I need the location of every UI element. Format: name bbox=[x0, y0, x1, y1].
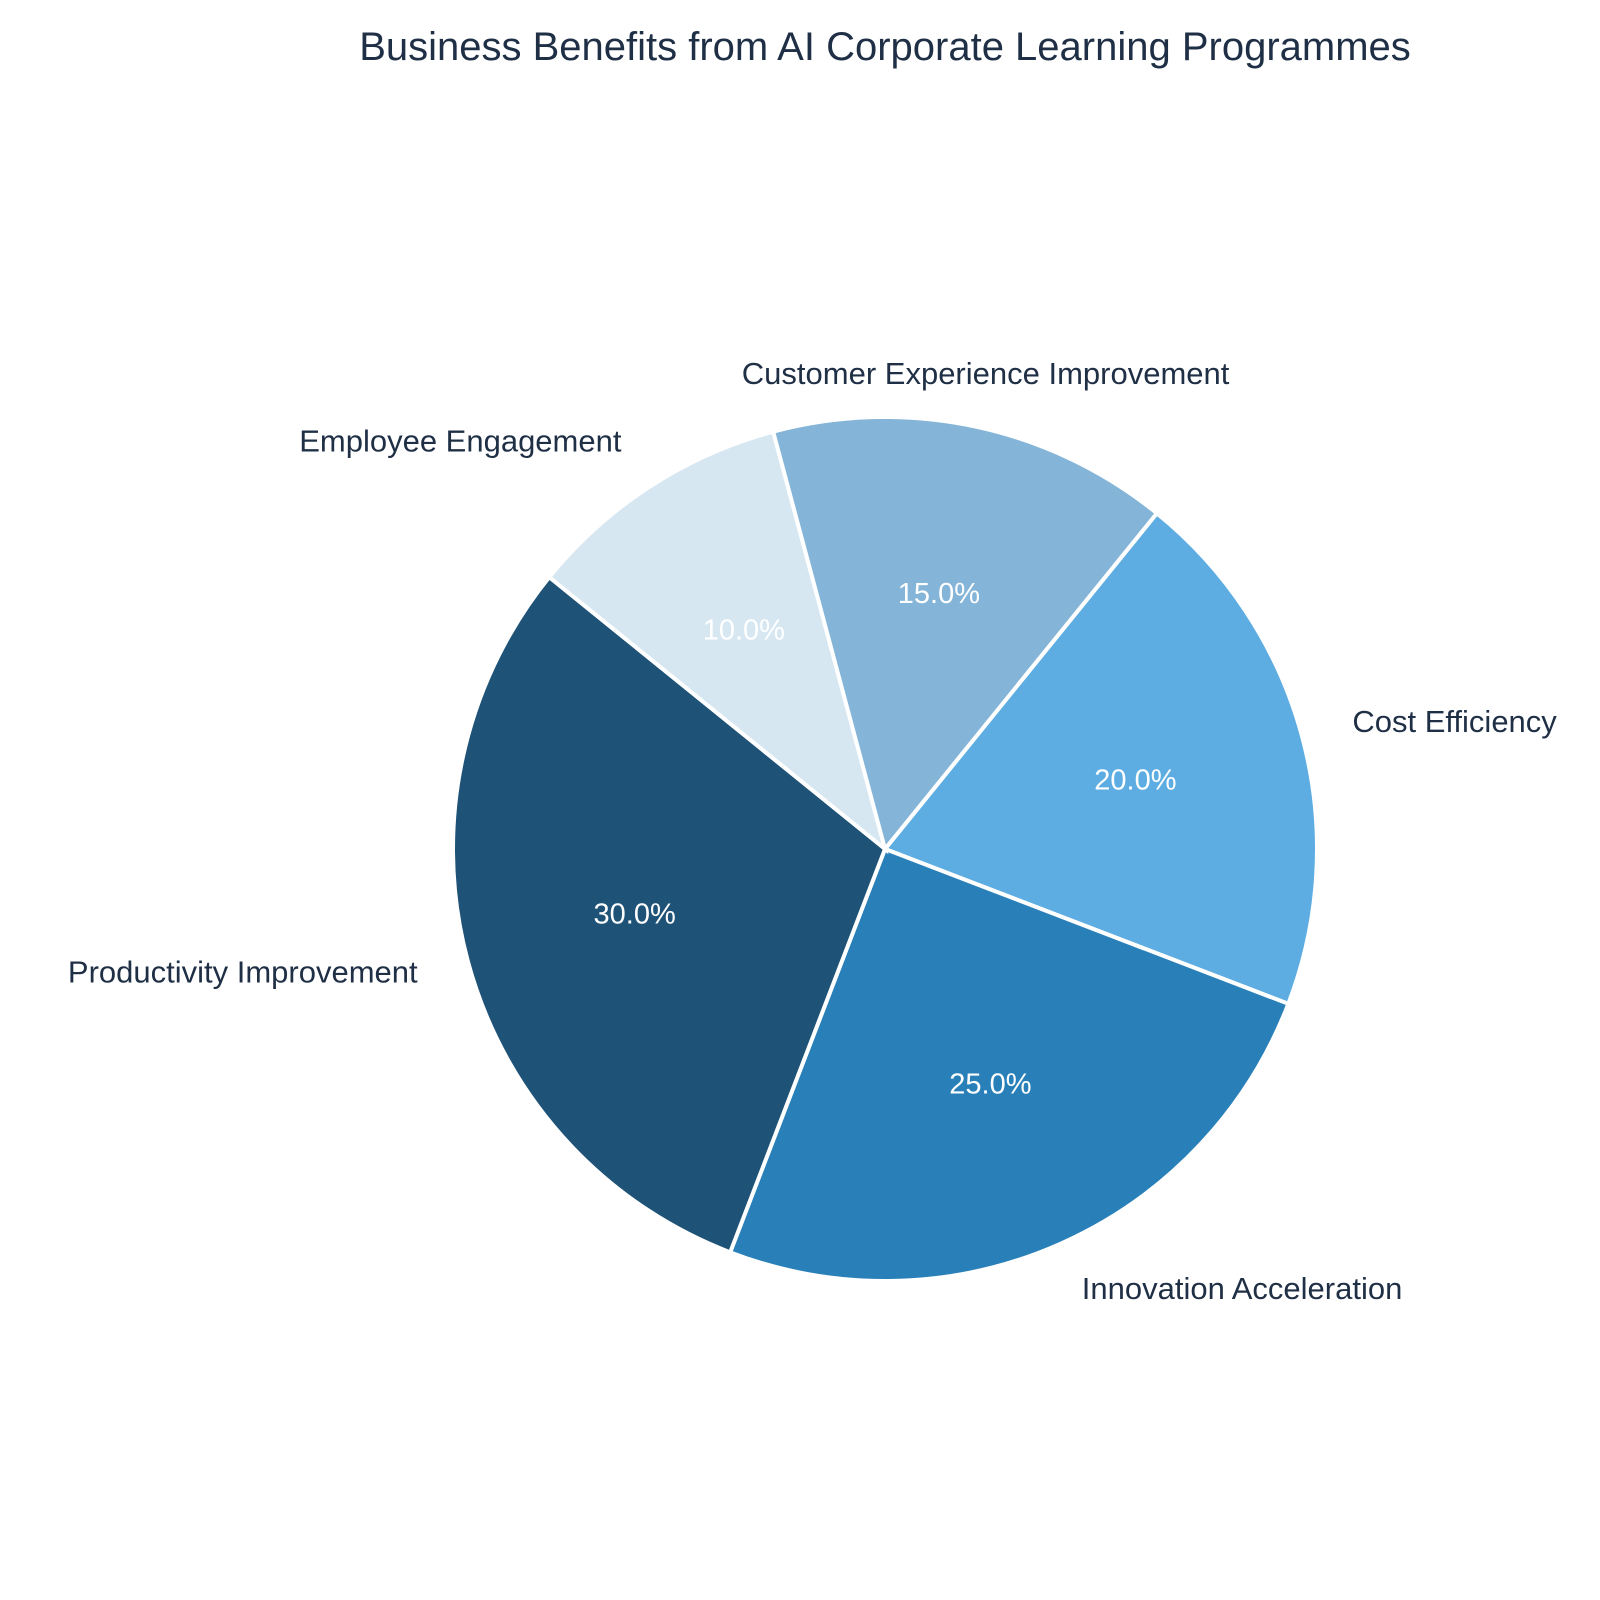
pie-slice-innovation-acceleration bbox=[727, 846, 1291, 1283]
category-label-innovation-acceleration: Innovation Acceleration bbox=[1082, 1271, 1403, 1306]
percent-label-employee-engagement: 10.0% bbox=[703, 614, 785, 646]
percent-label-productivity-improvement: 30.0% bbox=[594, 899, 676, 931]
pie-slice-cost-efficiency bbox=[881, 510, 1319, 1007]
pie-slice-customer-experience-improvement bbox=[770, 415, 1160, 854]
category-label-cost-efficiency: Cost Efficiency bbox=[1352, 704, 1557, 739]
percent-label-customer-experience-improvement: 15.0% bbox=[898, 578, 980, 610]
category-label-productivity-improvement: Productivity Improvement bbox=[68, 954, 418, 989]
category-label-employee-engagement: Employee Engagement bbox=[299, 423, 622, 458]
category-labels: Cost Efficiency Innovation Acceleration Pr… bbox=[68, 356, 1557, 1306]
percent-labels: 20.0% 25.0% 30.0% 10.0% 15.0% bbox=[594, 578, 1177, 1100]
percent-label-cost-efficiency: 20.0% bbox=[1094, 765, 1176, 797]
pie-slice-productivity-improvement bbox=[451, 574, 888, 1255]
category-label-customer-experience-improvement: Customer Experience Improvement bbox=[742, 356, 1230, 391]
pie-slices bbox=[451, 415, 1319, 1283]
chart-title: Business Benefits from AI Corporate Lear… bbox=[359, 25, 1411, 69]
percent-label-innovation-acceleration: 25.0% bbox=[949, 1068, 1031, 1100]
